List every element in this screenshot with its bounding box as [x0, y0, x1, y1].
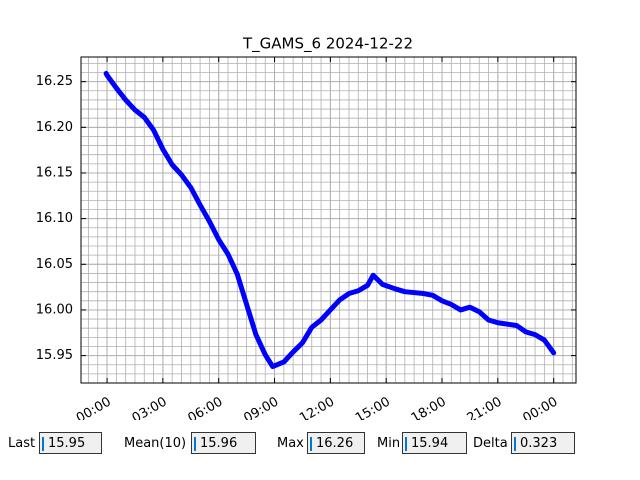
chart: T_GAMS_6 2024-12-22 15.95 16.00 16.05 16.10…: [36, 35, 577, 420]
y-tick-label: 16.05: [36, 257, 73, 272]
x-tick-label: 03:00: [130, 395, 170, 420]
status-label: Delta: [473, 436, 508, 451]
status-value: 15.96: [191, 432, 256, 454]
y-tick-label: 16.10: [36, 211, 73, 226]
y-tick-label: 16.00: [36, 302, 73, 317]
x-tick-label: 00:00: [74, 395, 114, 420]
x-tick-label: 09:00: [241, 395, 281, 420]
status-label: Last: [8, 436, 36, 451]
x-tick-label: 18:00: [409, 395, 449, 420]
y-tick-label: 16.25: [36, 74, 73, 89]
status-value: 15.94: [402, 432, 467, 454]
x-tick-label: 15:00: [353, 395, 393, 420]
x-tick-label: 12:00: [297, 395, 337, 420]
plot-frame: [80, 56, 577, 384]
chart-title: T_GAMS_6 2024-12-22: [242, 35, 413, 54]
x-tick-label: 06:00: [186, 395, 226, 420]
y-tick-label: 16.20: [36, 120, 73, 135]
y-tick-label: 15.95: [36, 348, 73, 363]
data-line: [103, 70, 557, 370]
status-label: Max: [277, 436, 304, 451]
status-value: 15.95: [39, 432, 102, 454]
x-tick-label: 00:00: [520, 395, 560, 420]
y-tick-label: 16.15: [36, 165, 73, 180]
status-label: Min: [377, 436, 401, 451]
status-value: 16.26: [307, 432, 365, 454]
status-value: 0.323: [511, 432, 575, 454]
x-tick-label: 21:00: [465, 395, 505, 420]
status-label: Mean(10): [124, 436, 187, 451]
